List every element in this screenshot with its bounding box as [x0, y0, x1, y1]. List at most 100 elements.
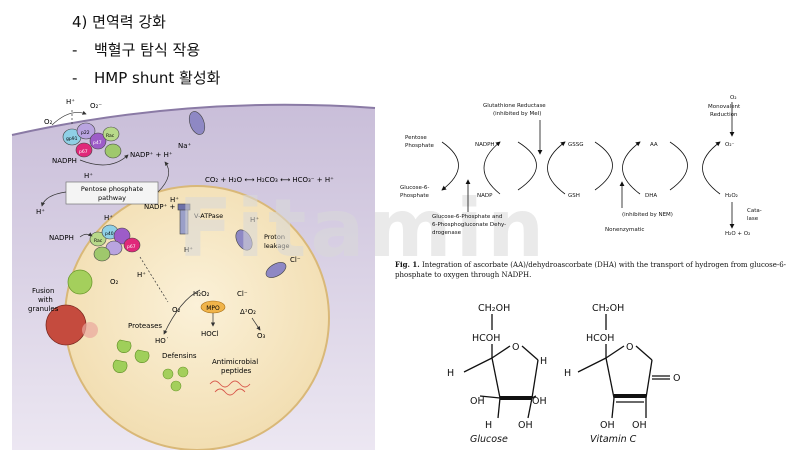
vitc-ring-o: O: [626, 342, 633, 353]
gp91-label: gp91: [66, 136, 78, 142]
vitc-name: Vitamin C: [590, 434, 637, 445]
proton-leakage-channel: [235, 229, 253, 251]
nadph-node: NADPH: [475, 142, 495, 148]
bullet-item-1: - 백혈구 탐식 작용: [72, 41, 201, 59]
glucose-name: Glucose: [470, 434, 508, 445]
nonenz-label: Nonenzymatic: [605, 227, 644, 233]
caption-text: Integration of ascorbate (AA)/dehydroasc…: [395, 261, 787, 279]
bullet-item-2-text: HMP shunt 활성화: [94, 69, 221, 87]
ppp-label-line1: Pentose phosphate: [81, 185, 143, 193]
glucose-ch2oh: CH₂OH: [478, 303, 510, 314]
fusion-3: granules: [28, 305, 59, 313]
proteases-label: Proteases: [128, 322, 162, 330]
protease-icons: [112, 339, 150, 373]
vitc-ch2oh: CH₂OH: [592, 303, 624, 314]
aa-node: AA: [650, 142, 658, 148]
rac-label: Rac: [106, 133, 115, 139]
green-granule: [67, 269, 93, 295]
p47-label: p47: [93, 140, 102, 146]
fusion-1: Fusion: [32, 287, 54, 295]
cata-1: Cata-: [747, 208, 762, 214]
g6pd-1: Glucose-6-Phosphate and: [432, 214, 502, 220]
mono-line1: Monovalent: [708, 104, 741, 110]
g6pd-2: 6-Phosphogluconate Dehy-: [432, 222, 506, 228]
pentose-1: Pentose: [405, 135, 427, 141]
glucose-h-left: H: [447, 368, 454, 379]
glucose-h-b2: OH: [518, 420, 533, 431]
rac-label-2: Rac: [94, 238, 103, 244]
gssg-node: GSSG: [568, 142, 584, 148]
p67-label-2: p67: [127, 244, 136, 250]
mpo-label: MPO: [206, 305, 220, 312]
nadph-mid: NADPH: [49, 234, 74, 242]
redox-cycle-diagram: Glutathione Reductase (inhibited by MeI)…: [400, 95, 762, 237]
glucose-h-b1: H: [485, 420, 492, 431]
figure-caption: Fig. 1. Integration of ascorbate (AA)/de…: [395, 260, 795, 280]
g6pd-3: drogenase: [432, 230, 462, 236]
caption-fig: Fig. 1.: [395, 260, 420, 269]
h-plus-inside: H⁺: [184, 246, 193, 254]
proton-leakage-2: leakage: [264, 242, 290, 250]
bullet-heading: 4) 면역력 강화: [72, 13, 166, 31]
p67-label: p67: [79, 149, 88, 155]
vitc-hcoh: HCOH: [586, 333, 614, 344]
ho-radical-label: HO˙: [155, 337, 169, 345]
cl-channel: [265, 262, 287, 278]
g6p-1: Glucose-6-: [400, 185, 429, 191]
glucose-ring-o: O: [512, 342, 519, 353]
nadph-oxidase-phagosome: Rac p40 p67: [89, 224, 141, 262]
o2-inside: O₂: [172, 306, 181, 314]
o2-minus-top: O₂⁻: [90, 102, 102, 110]
vitc-oh-right: OH: [632, 420, 647, 431]
v-atpase-label: V-ATPase: [194, 212, 223, 220]
pentose-phosphate-box: [65, 181, 159, 205]
p22-label: p22: [81, 130, 90, 136]
na-channel: [188, 111, 206, 135]
pentose-2: Phosphate: [405, 143, 435, 149]
delta-o2-label: Δ¹O₂: [240, 308, 256, 316]
glucose-hcoh: HCOH: [472, 333, 500, 344]
o2-phago: O₂: [110, 278, 119, 286]
dha-node: DHA: [645, 193, 657, 199]
glucose-oh-left: OH: [470, 396, 485, 407]
cata-2: lase: [747, 216, 759, 222]
g6p-2: Phosphate: [400, 193, 430, 199]
cell-membrane: [11, 103, 376, 136]
h2o-o2-node: H₂O + O₂: [725, 231, 750, 237]
antimicrobial-2: peptides: [221, 367, 252, 375]
gr-line1: Glutathione Reductase: [483, 103, 546, 109]
glucose-oh-right: OH: [532, 396, 547, 407]
h2o2-label: H₂O₂: [193, 290, 210, 298]
ppp-label-line2: pathway: [98, 194, 126, 202]
phagocyte-diagram: gp91 p22 p47 p67 Rac H⁺ O₂⁻ O₂ NADPH NAD…: [11, 98, 376, 450]
o3-label: O₃: [257, 332, 266, 340]
nadph-oxidase-top: gp91 p22 p47 p67 Rac: [62, 122, 122, 159]
h-plus-vatp: H⁺: [170, 196, 179, 204]
h-plus-mid: H⁺: [84, 172, 93, 180]
watermark: Fitamin: [178, 182, 549, 275]
nadp-node: NADP: [477, 193, 493, 199]
bullet-list: 4) 면역력 강화 - 백혈구 탐식 작용 - HMP shunt 활성화: [72, 8, 220, 92]
proton-leakage-1: Proton: [264, 233, 285, 241]
o2-top: O₂: [44, 118, 53, 126]
nadp-plus-mid: NADP⁺ + H⁺: [144, 203, 187, 211]
antimicrobial-1: Antimicrobial: [212, 358, 258, 366]
gr-line2: (inhibited by MeI): [493, 111, 541, 117]
nadph-top: NADPH: [52, 157, 77, 165]
defensins-label: Defensins: [162, 352, 197, 360]
vitc-oh-left: OH: [600, 420, 615, 431]
nadp-plus-top: NADP⁺ + H⁺: [130, 151, 173, 159]
h-plus-top: H⁺: [66, 98, 75, 106]
cl-minus-out: Cl⁻: [290, 256, 301, 264]
fusion-2: with: [38, 296, 53, 304]
co2-equation: CO₂ + H₂O ⟷ H₂CO₃ ⟷ HCO₃⁻ + H⁺: [205, 176, 334, 184]
h-plus-left: H⁺: [36, 208, 45, 216]
defensin-icons: [162, 366, 189, 392]
vitc-o-carbonyl: O: [673, 373, 680, 384]
o2-minus-node: O₂⁻: [725, 142, 735, 148]
na-plus: Na⁺: [178, 142, 192, 150]
h-plus-phago: H⁺: [137, 271, 146, 279]
o2-top-cycle: O₂: [730, 95, 737, 101]
glucose-h-right: H: [540, 356, 547, 367]
bullet-item-1-text: 백혈구 탐식 작용: [94, 41, 201, 59]
